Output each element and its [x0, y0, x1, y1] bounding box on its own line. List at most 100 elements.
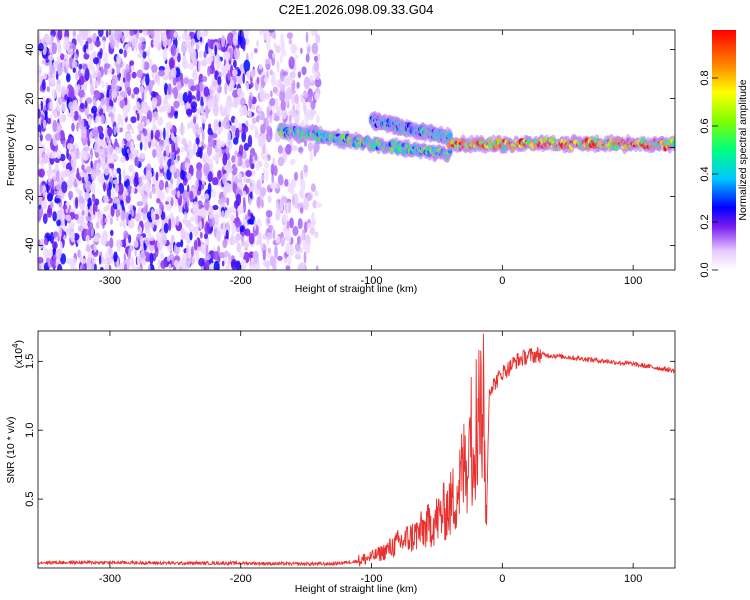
heatmap-cell	[138, 30, 143, 34]
heatmap-cell	[150, 91, 156, 97]
heatmap-cell	[115, 154, 119, 162]
heatmap-cell	[250, 179, 256, 192]
heatmap-cell	[176, 190, 181, 199]
heatmap-cell	[104, 262, 110, 270]
heatmap-cell	[236, 242, 242, 253]
heatmap-cell	[243, 59, 251, 72]
heatmap-cell	[264, 58, 271, 65]
heatmap-cell	[95, 115, 100, 124]
heatmap-cell	[224, 250, 229, 258]
heatmap-cell	[240, 259, 247, 270]
heatmap-cell	[158, 179, 165, 191]
heatmap-cell	[270, 74, 276, 87]
heatmap-cell	[73, 110, 79, 121]
heatmap-cell	[176, 81, 182, 91]
heatmap-cell	[131, 71, 137, 79]
colorbar-tick-label: 0.0	[699, 262, 711, 277]
heatmap-cell	[103, 206, 109, 212]
heatmap-cell	[78, 89, 85, 98]
snr-y-tick-label: 1.5	[24, 354, 36, 369]
heatmap-cell	[58, 225, 62, 238]
heatmap-cell	[103, 163, 110, 176]
heatmap-cell	[99, 108, 104, 115]
heatmap-cell	[143, 128, 148, 137]
heatmap-cell	[239, 251, 245, 258]
heatmap-cell	[85, 97, 93, 104]
heatmap-cell	[233, 47, 240, 60]
heatmap-cell	[249, 263, 254, 270]
heatmap-cell	[200, 145, 204, 151]
heatmap-cell	[95, 164, 100, 177]
heatmap-cell	[200, 194, 204, 201]
heatmap-cell	[224, 172, 229, 179]
heatmap-cell	[231, 155, 236, 164]
heatmap-x-axis: -300 -200 -100 0 100	[99, 30, 642, 287]
snr-scale-label: (x104)	[11, 340, 25, 368]
heatmap-cell	[117, 115, 123, 125]
heatmap-cell	[105, 30, 109, 38]
heatmap-cell	[259, 187, 267, 197]
heatmap-cell	[238, 121, 243, 131]
heatmap-cell	[225, 229, 229, 242]
heatmap-cell	[122, 169, 126, 179]
heatmap-cell	[117, 72, 121, 82]
heatmap-cell	[95, 221, 100, 229]
heatmap-cell	[303, 251, 307, 264]
heatmap-cell	[183, 77, 190, 85]
heatmap-cell	[198, 105, 205, 114]
heatmap-cell	[141, 79, 144, 87]
heatmap-cell	[313, 141, 320, 154]
heatmap-cell	[146, 135, 150, 141]
heatmap-cell	[149, 85, 152, 95]
heatmap-cell	[178, 182, 185, 195]
heatmap-cell	[107, 154, 111, 165]
heatmap-cell	[226, 146, 230, 155]
heatmap-cell	[212, 81, 218, 87]
heatmap-cell	[242, 190, 247, 197]
heatmap-cell	[165, 121, 173, 130]
heatmap-cell	[305, 243, 311, 255]
heatmap-cell	[58, 113, 63, 123]
heatmap-cell	[185, 108, 193, 116]
heatmap-cell	[286, 220, 290, 230]
heatmap-cell	[203, 50, 207, 59]
heatmap-cell	[131, 93, 135, 99]
heatmap-cell	[256, 179, 262, 190]
heatmap-cell	[314, 77, 322, 88]
heatmap-cell	[180, 41, 188, 54]
heatmap-cell	[264, 161, 269, 169]
heatmap-cell	[272, 105, 275, 118]
heatmap-cell	[42, 213, 48, 225]
heatmap-cell	[276, 182, 280, 190]
heatmap-cell	[110, 229, 114, 236]
heatmap-cell	[221, 34, 226, 48]
heatmap-cell	[154, 246, 159, 258]
heatmap-cell	[297, 146, 304, 153]
heatmap-cell	[313, 60, 320, 72]
colorbar-tick-label: 0.6	[699, 118, 711, 133]
heatmap-cell	[91, 105, 98, 114]
heatmap-cell	[189, 190, 194, 203]
heatmap-cell	[47, 193, 53, 202]
heatmap-cell	[55, 184, 62, 191]
heatmap-cell	[45, 133, 52, 141]
heatmap-cell	[55, 170, 60, 182]
heatmap-cell	[129, 60, 135, 66]
heatmap-cell	[54, 198, 61, 204]
heatmap-cell	[51, 42, 58, 55]
heatmap-cell	[303, 164, 309, 174]
heatmap-cell	[103, 182, 106, 192]
heatmap-cell	[277, 174, 284, 186]
heatmap-cell	[213, 119, 219, 132]
heatmap-cell	[99, 132, 104, 140]
heatmap-cell	[190, 101, 198, 110]
heatmap-cell	[285, 92, 289, 105]
heatmap-cell	[269, 115, 272, 124]
heatmap-cell	[205, 57, 211, 65]
heatmap-cell	[141, 58, 145, 71]
heatmap-cell	[447, 133, 453, 138]
heatmap-cell	[59, 130, 65, 142]
heatmap-cell	[284, 229, 290, 242]
heatmap-cell	[303, 76, 311, 90]
